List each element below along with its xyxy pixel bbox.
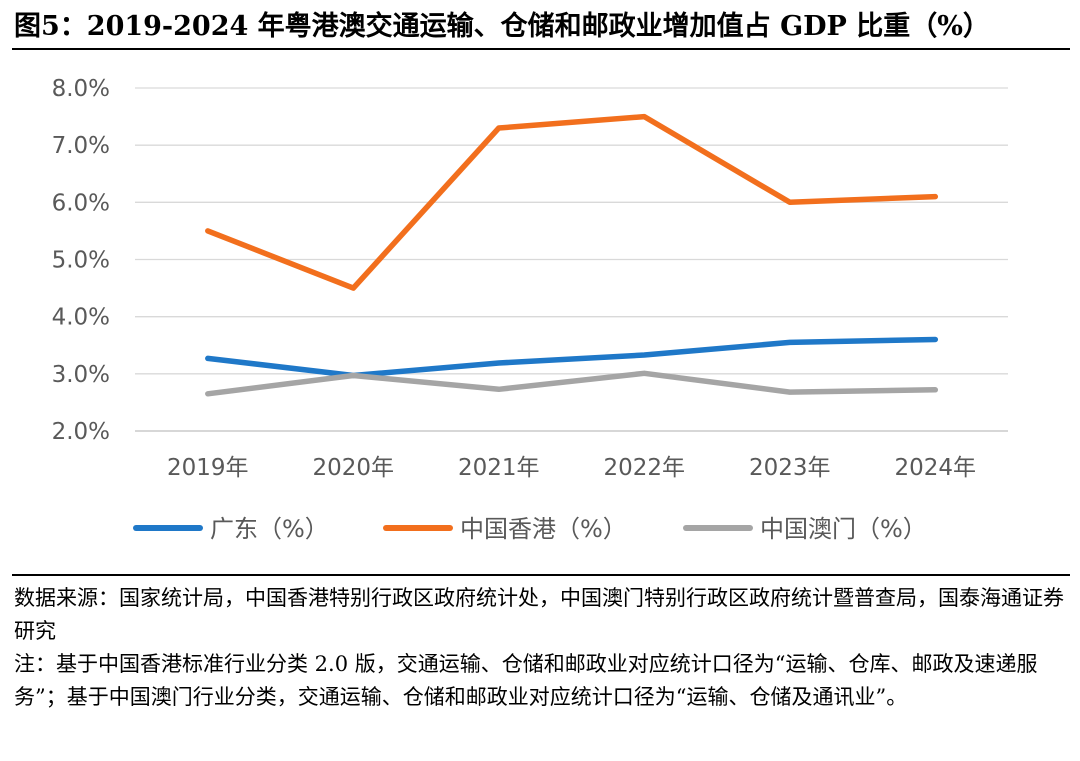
legend-label: 广东（%） (210, 515, 329, 543)
note-text: 注：基于中国香港标准行业分类 2.0 版，交通运输、仓储和邮政业对应统计口径为“… (14, 652, 1038, 709)
legend-label: 中国澳门（%） (760, 515, 927, 543)
y-axis-ticks: 2.0% 3.0% 4.0% 5.0% 6.0% 7.0% 8.0% (52, 76, 110, 445)
notes-block: 数据来源：国家统计局，中国香港特别行政区政府统计处，中国澳门特别行政区政府统计暨… (14, 582, 1064, 714)
legend: 广东（%） 中国香港（%） 中国澳门（%） (133, 515, 927, 543)
x-tick-label: 2024年 (894, 455, 976, 481)
source-text: 数据来源：国家统计局，中国香港特别行政区政府统计处，中国澳门特别行政区政府统计暨… (14, 586, 1064, 643)
y-tick-label: 3.0% (52, 362, 110, 388)
chart-title: 图5：2019-2024 年粤港澳交通运输、仓储和邮政业增加值占 GDP 比重（… (14, 11, 990, 42)
series-line-2 (205, 113, 939, 291)
y-tick-label: 6.0% (52, 190, 110, 216)
x-tick-label: 2023年 (749, 455, 831, 481)
y-tick-label: 8.0% (52, 76, 110, 102)
y-tick-label: 4.0% (52, 305, 110, 331)
title-divider (12, 48, 1070, 50)
line-chart: 2.0%3.0%4.0%5.0%6.0%7.0%8.0% 2019年 2020年 2… (52, 76, 1008, 543)
x-axis-ticks: 2019年 2020年 2021年 2022年 2023年 2024年 (167, 455, 976, 481)
series-line-3 (205, 370, 939, 397)
x-tick-label: 2019年 (167, 455, 249, 481)
x-tick-label: 2022年 (603, 455, 685, 481)
series-lines (205, 113, 939, 397)
y-tick-label: 7.0% (52, 133, 110, 159)
x-tick-label: 2021年 (458, 455, 540, 481)
source-divider (12, 574, 1070, 576)
y-tick-label: 2.0% (52, 419, 110, 445)
series-line-1 (205, 336, 939, 379)
x-tick-label: 2020年 (312, 455, 394, 481)
y-tick-label: 5.0% (52, 248, 110, 274)
legend-label: 中国香港（%） (460, 515, 627, 543)
